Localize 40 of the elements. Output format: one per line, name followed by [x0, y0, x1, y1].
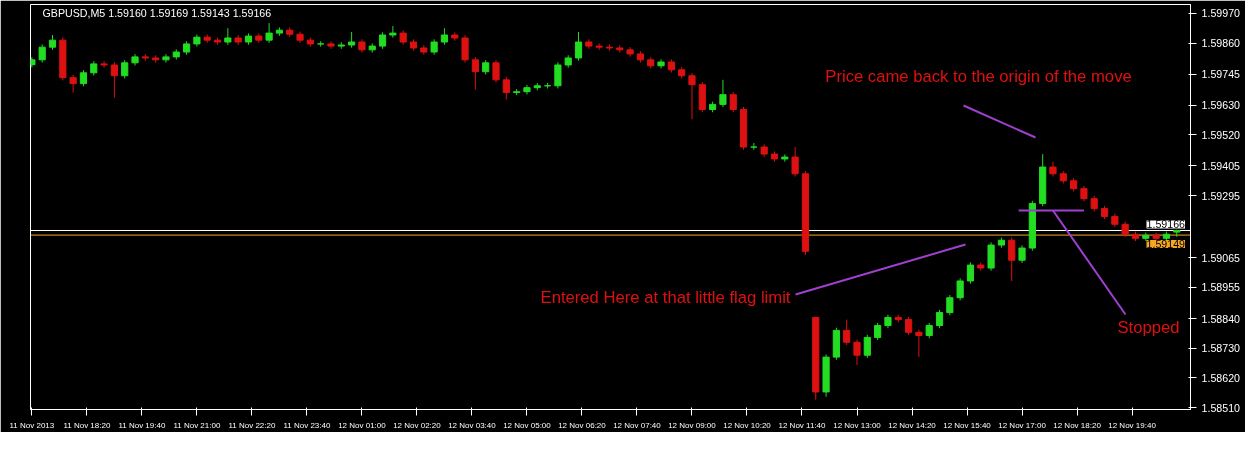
y-tick-label: 1.58510	[1201, 401, 1241, 414]
annotation: Entered Here at that little flag limit	[540, 288, 791, 307]
x-tick-label: 11 Nov 18:20	[63, 420, 111, 430]
x-tick-label: 11 Nov 21:00	[173, 420, 221, 430]
x-tick-label: 12 Nov 17:00	[998, 420, 1047, 430]
x-tick-label: 11 Nov 23:40	[283, 420, 331, 430]
ref-line-label: 1.59166	[1146, 218, 1186, 231]
y-tick-label: 1.59065	[1201, 251, 1241, 264]
y-tick-label: 1.59405	[1201, 159, 1241, 172]
x-tick-label: 12 Nov 14:20	[888, 420, 937, 430]
y-tick-label: 1.59295	[1201, 189, 1241, 202]
x-tick-label: 12 Nov 13:00	[833, 420, 882, 430]
x-tick-label: 12 Nov 06:20	[558, 420, 607, 430]
chart-title: GBPUSD,M5 1.59160 1.59169 1.59143 1.59166	[42, 6, 272, 19]
annotation: Stopped	[1117, 318, 1180, 337]
y-tick-label: 1.59630	[1201, 99, 1241, 112]
x-tick-label: 12 Nov 19:40	[1108, 420, 1157, 430]
x-tick-label: 12 Nov 07:40	[613, 420, 662, 430]
y-tick-label: 1.59745	[1201, 68, 1241, 81]
y-tick-label: 1.59520	[1201, 128, 1241, 141]
y-tick-label: 1.58620	[1201, 371, 1241, 384]
x-tick-label: 12 Nov 11:40	[778, 420, 827, 430]
y-tick-label: 1.59860	[1201, 37, 1241, 50]
x-tick-label: 11 Nov 19:40	[118, 420, 166, 430]
y-tick-label: 1.58955	[1201, 281, 1241, 294]
annotation: Price came back to the origin of the move	[825, 67, 1132, 86]
x-tick-label: 12 Nov 02:20	[393, 420, 442, 430]
y-tick-label: 1.59970	[1201, 7, 1241, 20]
x-tick-label: 12 Nov 09:00	[668, 420, 717, 430]
x-tick-label: 12 Nov 01:00	[338, 420, 387, 430]
x-tick-label: 12 Nov 05:00	[503, 420, 552, 430]
x-tick-label: 11 Nov 2013	[9, 420, 55, 430]
x-tick-label: 12 Nov 18:20	[1053, 420, 1102, 430]
x-tick-label: 11 Nov 22:20	[228, 420, 276, 430]
x-tick-label: 12 Nov 03:40	[448, 420, 497, 430]
x-tick-label: 12 Nov 15:40	[943, 420, 992, 430]
y-tick-label: 1.58840	[1201, 312, 1241, 325]
ref-line-label: 1.59149	[1146, 238, 1186, 251]
y-tick-label: 1.58730	[1201, 342, 1241, 355]
x-tick-label: 12 Nov 10:20	[723, 420, 772, 430]
